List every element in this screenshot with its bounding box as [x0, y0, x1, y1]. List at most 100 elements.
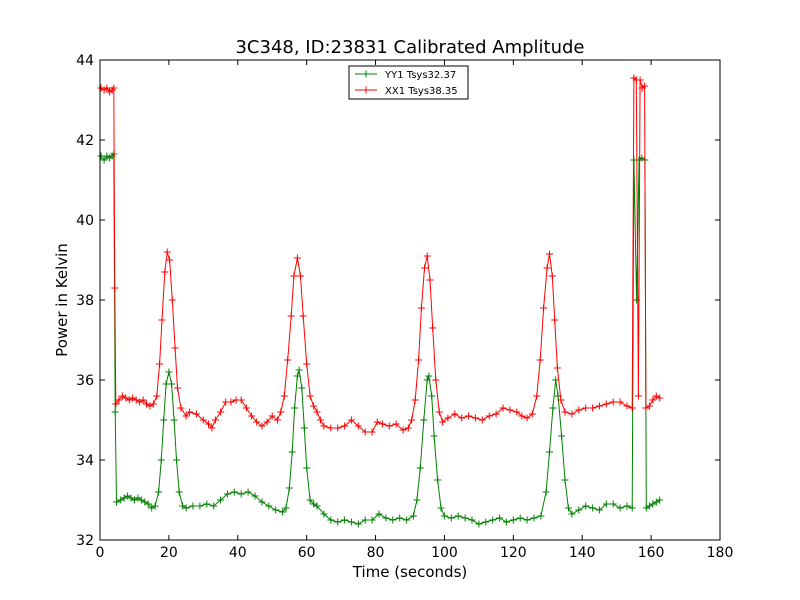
- data-point: [447, 514, 455, 522]
- data-point: [313, 502, 321, 510]
- data-point: [645, 402, 653, 410]
- data-point: [144, 500, 152, 508]
- data-point: [300, 424, 308, 432]
- x-tick-label: 120: [500, 545, 527, 561]
- data-point: [568, 410, 576, 418]
- data-point: [199, 416, 207, 424]
- data-point: [210, 502, 218, 510]
- data-point: [368, 428, 376, 436]
- data-point: [434, 476, 442, 484]
- data-point: [409, 512, 417, 520]
- data-point: [602, 500, 610, 508]
- data-point: [168, 296, 176, 304]
- data-point: [558, 432, 566, 440]
- data-point: [543, 264, 551, 272]
- data-point: [461, 514, 469, 522]
- data-point: [616, 398, 624, 406]
- data-point: [634, 392, 642, 400]
- data-point: [561, 408, 569, 416]
- series-1: [97, 74, 664, 436]
- data-point: [361, 516, 369, 524]
- data-point: [413, 496, 421, 504]
- plot-frame: [99, 59, 721, 541]
- data-point: [382, 514, 390, 522]
- data-point: [173, 456, 180, 464]
- x-tick-label: 40: [229, 545, 247, 561]
- data-point: [251, 492, 259, 500]
- data-point: [523, 414, 531, 422]
- data-point: [385, 422, 393, 430]
- data-point: [161, 268, 169, 276]
- data-point: [440, 512, 448, 520]
- data-point: [656, 394, 664, 402]
- data-point: [623, 402, 631, 410]
- data-point: [248, 412, 256, 420]
- data-point: [429, 324, 437, 332]
- data-point: [575, 506, 583, 514]
- data-point: [174, 384, 181, 392]
- data-point: [518, 412, 526, 420]
- data-point: [186, 408, 194, 416]
- data-point: [609, 500, 617, 508]
- x-tick-label: 20: [160, 545, 178, 561]
- data-point: [177, 404, 185, 412]
- x-tick-label: 140: [569, 545, 596, 561]
- x-axis-label: Time (seconds): [352, 563, 468, 581]
- data-point: [196, 502, 204, 510]
- legend-box: [348, 65, 469, 100]
- data-point: [542, 488, 550, 496]
- data-point: [237, 490, 245, 498]
- legend-marker: [362, 70, 370, 78]
- data-point: [163, 248, 171, 256]
- x-tick-label: 100: [431, 545, 458, 561]
- data-point: [549, 404, 557, 412]
- data-point: [230, 488, 238, 496]
- data-point: [170, 416, 178, 424]
- data-point: [548, 272, 556, 280]
- data-point: [279, 508, 287, 516]
- data-point: [149, 400, 157, 408]
- data-point: [454, 512, 462, 520]
- data-point: [616, 504, 624, 512]
- data-point: [471, 414, 479, 422]
- data-point: [530, 514, 538, 522]
- x-tick-label: 80: [367, 545, 385, 561]
- data-point: [523, 516, 531, 524]
- data-point: [115, 396, 123, 404]
- data-point: [546, 448, 553, 456]
- data-point: [506, 406, 514, 414]
- data-point: [582, 404, 590, 412]
- data-point: [166, 256, 174, 264]
- data-point: [602, 400, 610, 408]
- data-point: [392, 420, 400, 428]
- data-point: [297, 272, 304, 280]
- data-point: [334, 424, 342, 432]
- data-point: [430, 432, 438, 440]
- data-point: [502, 518, 510, 526]
- y-tick-label: 38: [76, 293, 94, 309]
- data-point: [285, 484, 293, 492]
- data-point: [416, 464, 424, 472]
- data-point: [656, 496, 664, 504]
- data-point: [482, 518, 490, 526]
- data-point: [320, 422, 328, 430]
- data-point: [568, 510, 576, 518]
- data-point: [451, 410, 459, 418]
- data-point: [575, 406, 583, 414]
- data-point: [244, 488, 252, 496]
- data-point: [582, 502, 590, 510]
- data-point: [100, 156, 108, 164]
- data-point: [428, 392, 436, 400]
- data-point: [153, 392, 161, 400]
- data-point: [282, 504, 290, 512]
- data-point: [628, 504, 636, 512]
- data-point: [168, 380, 176, 388]
- chart-title: 3C348, ID:23831 Calibrated Amplitude: [235, 37, 584, 58]
- plot-series: [97, 74, 664, 528]
- data-point: [496, 514, 504, 522]
- data-point: [103, 84, 111, 92]
- data-point: [468, 516, 476, 524]
- data-point: [156, 360, 164, 368]
- data-point: [160, 416, 168, 424]
